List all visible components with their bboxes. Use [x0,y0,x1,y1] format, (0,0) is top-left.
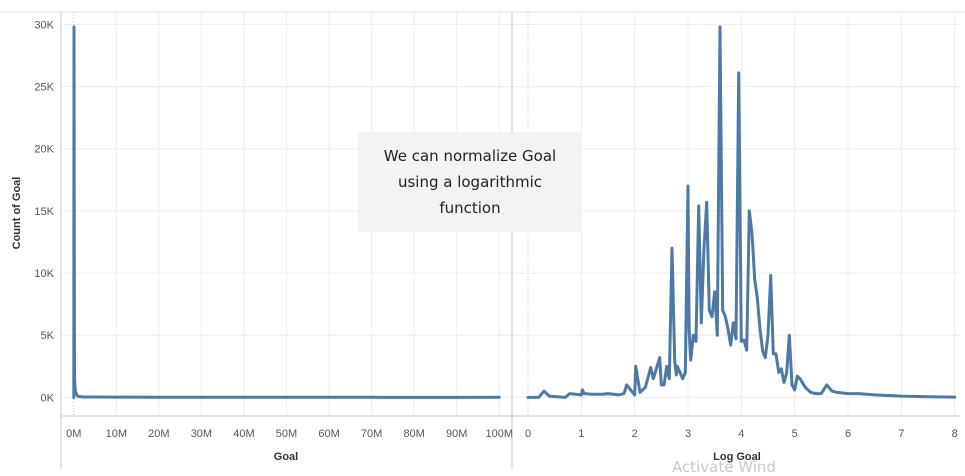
x-tick-label: 0M [66,428,81,440]
x-tick-label: 8 [952,428,958,440]
x-tick-label: 40M [233,428,254,440]
x-tick-label: 50M [276,428,297,440]
x-tick-label: 6 [845,428,851,440]
goal-count-line [72,25,501,399]
annotation-box: We can normalize Goal using a logarithmi… [358,132,582,232]
y-tick-label: 5K [41,330,55,342]
tick-layer: 0K 5K 10K 15K 20K 25K 30K 0M 10M 20M 30M 40M 50M 60M 7… [34,19,957,440]
annotation-line-3: function [439,199,501,217]
x-tick-label: 80M [403,428,424,440]
y-tick-label: 10K [34,268,54,280]
left-x-axis-title: Goal [274,451,298,463]
x-tick-label: 70M [361,428,382,440]
y-axis-title: Count of Goal [11,177,23,250]
grid-layer [61,12,960,416]
y-tick-label: 15K [34,206,54,218]
x-tick-label: 7 [898,428,904,440]
x-tick-label: 90M [446,428,467,440]
right-x-axis-title: Log Goal [713,451,761,463]
y-tick-label: 0K [41,392,55,404]
annotation-line-2: using a logarithmic [397,173,543,191]
x-tick-label: 5 [792,428,798,440]
x-tick-label: 60M [318,428,339,440]
annotation-line-1: We can normalize Goal [383,147,557,165]
y-tick-label: 30K [34,19,54,31]
x-tick-label: 10M [106,428,127,440]
x-tick-label: 2 [632,428,638,440]
y-tick-label: 25K [34,82,54,94]
log-goal-count-line [526,25,957,399]
x-tick-label: 1 [578,428,584,440]
y-tick-label: 20K [34,144,54,156]
series-layer [72,25,957,399]
x-tick-label: 4 [738,428,744,440]
x-tick-label: 100M [485,428,513,440]
x-tick-label: 30M [191,428,212,440]
x-tick-label: 3 [685,428,691,440]
frame-layer [0,11,965,469]
x-tick-label: 20M [148,428,169,440]
os-watermark: Activate Wind [672,458,776,476]
x-tick-label: 0 [525,428,531,440]
